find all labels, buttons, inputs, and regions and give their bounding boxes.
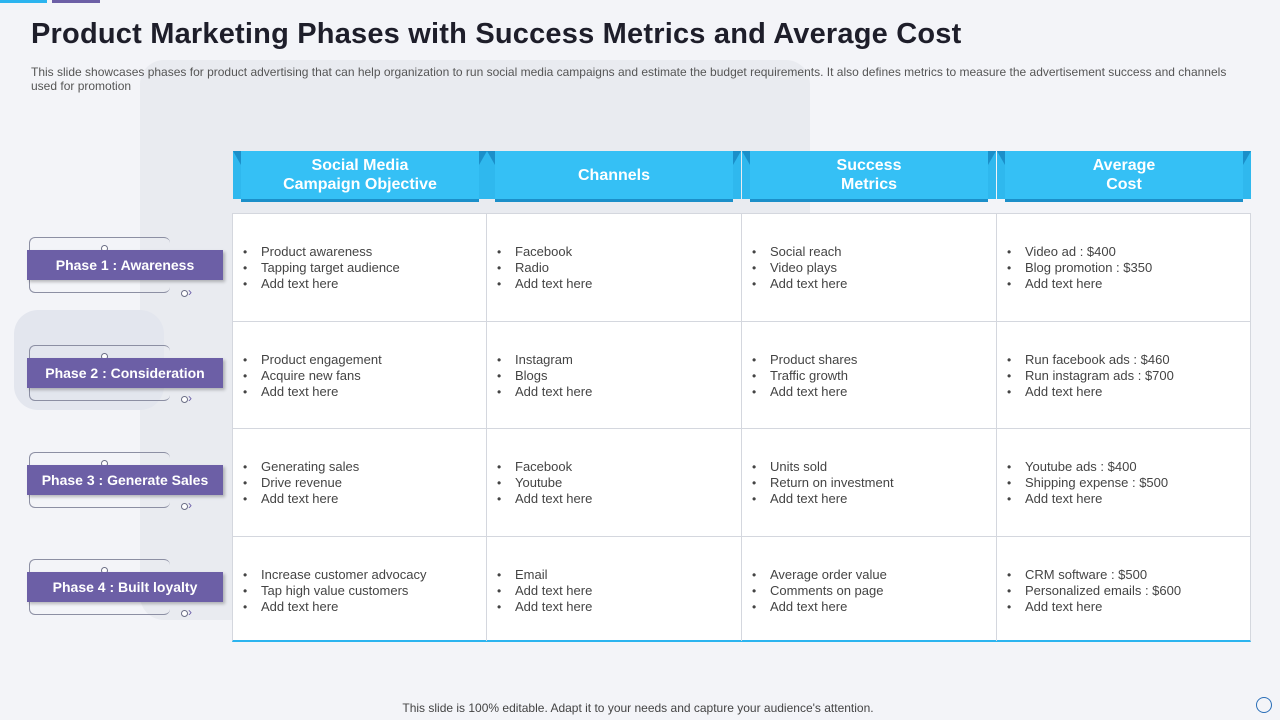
- list-item[interactable]: Add text here: [1005, 276, 1250, 292]
- phase-dot-icon: [181, 290, 188, 297]
- table-cell: Product awarenessTapping target audience…: [233, 214, 487, 322]
- phase-4-marker: › Phase 4 : Built loyalty: [27, 559, 223, 629]
- list-item[interactable]: Add text here: [495, 276, 741, 292]
- list-item: Average order value: [750, 567, 996, 583]
- column-header-success-metrics: Success Metrics: [742, 151, 996, 200]
- phase-label: Phase 2 : Consideration: [27, 358, 223, 388]
- list-item: Blog promotion : $350: [1005, 260, 1250, 276]
- list-item: Blogs: [495, 368, 741, 384]
- list-item: Return on investment: [750, 475, 996, 491]
- table-cell: Units soldReturn on investmentAdd text h…: [742, 429, 997, 537]
- phase-1-marker: › Phase 1 : Awareness: [27, 237, 223, 307]
- list-item[interactable]: Add text here: [1005, 491, 1250, 507]
- list-item: Video ad : $400: [1005, 244, 1250, 260]
- table-cell: Average order valueComments on pageAdd t…: [742, 537, 997, 641]
- list-item: Facebook: [495, 459, 741, 475]
- table-cell: Product engagementAcquire new fansAdd te…: [233, 322, 487, 429]
- list-item[interactable]: Add text here: [750, 491, 996, 507]
- table-cell: Video ad : $400Blog promotion : $350Add …: [997, 214, 1250, 322]
- table-cell: FacebookRadioAdd text here: [487, 214, 742, 322]
- phase-label: Phase 3 : Generate Sales: [27, 465, 223, 495]
- table-cell: Increase customer advocacyTap high value…: [233, 537, 487, 641]
- list-item[interactable]: Add text here: [1005, 599, 1250, 615]
- list-item: Youtube: [495, 475, 741, 491]
- table-cell: CRM software : $500Personalized emails :…: [997, 537, 1250, 641]
- phase-label: Phase 1 : Awareness: [27, 250, 223, 280]
- phase-2-marker: › Phase 2 : Consideration: [27, 345, 223, 415]
- chevron-right-icon: ›: [188, 605, 192, 619]
- list-item[interactable]: Add text here: [495, 491, 741, 507]
- table-cell: Run facebook ads : $460Run instagram ads…: [997, 322, 1250, 429]
- column-header-label: Social Media Campaign Objective: [283, 157, 437, 193]
- phases-table: Product awarenessTapping target audience…: [232, 213, 1251, 642]
- list-item[interactable]: Add text here: [495, 384, 741, 400]
- list-item: Product awareness: [241, 244, 486, 260]
- phase-dot-icon: [181, 503, 188, 510]
- phase-3-marker: › Phase 3 : Generate Sales: [27, 452, 223, 522]
- list-item: Radio: [495, 260, 741, 276]
- table-cell: Social reachVideo playsAdd text here: [742, 214, 997, 322]
- table-cell: Product sharesTraffic growthAdd text her…: [742, 322, 997, 429]
- list-item: Traffic growth: [750, 368, 996, 384]
- chevron-right-icon: ›: [188, 285, 192, 299]
- list-item[interactable]: Add text here: [241, 384, 486, 400]
- list-item: Product shares: [750, 352, 996, 368]
- list-item: Run facebook ads : $460: [1005, 352, 1250, 368]
- list-item[interactable]: Add text here: [1005, 384, 1250, 400]
- list-item[interactable]: Add text here: [750, 384, 996, 400]
- list-item: Facebook: [495, 244, 741, 260]
- table-cell: Youtube ads : $400Shipping expense : $50…: [997, 429, 1250, 537]
- page-title: Product Marketing Phases with Success Me…: [31, 18, 962, 50]
- list-item: Tap high value customers: [241, 583, 486, 599]
- list-item: Personalized emails : $600: [1005, 583, 1250, 599]
- list-item[interactable]: Add text here: [750, 599, 996, 615]
- list-item: Video plays: [750, 260, 996, 276]
- list-item: Generating sales: [241, 459, 486, 475]
- column-header-label: Channels: [577, 166, 650, 184]
- column-header-average-cost: Average Cost: [997, 151, 1251, 200]
- list-item: Tapping target audience: [241, 260, 486, 276]
- table-cell: Generating salesDrive revenueAdd text he…: [233, 429, 487, 537]
- list-item: Comments on page: [750, 583, 996, 599]
- table-cell: FacebookYoutubeAdd text here: [487, 429, 742, 537]
- list-item: Acquire new fans: [241, 368, 486, 384]
- list-item: Shipping expense : $500: [1005, 475, 1250, 491]
- list-item: Product engagement: [241, 352, 486, 368]
- page-subtitle: This slide showcases phases for product …: [31, 65, 1227, 93]
- list-item: Run instagram ads : $700: [1005, 368, 1250, 384]
- circle-icon: [1256, 697, 1272, 713]
- list-item: Units sold: [750, 459, 996, 475]
- list-item[interactable]: Add text here: [495, 583, 741, 599]
- chevron-right-icon: ›: [188, 391, 192, 405]
- column-header-label: Average Cost: [1092, 157, 1156, 193]
- table-cell: EmailAdd text hereAdd text here: [487, 537, 742, 641]
- phase-dot-icon: [181, 610, 188, 617]
- list-item: CRM software : $500: [1005, 567, 1250, 583]
- list-item: Youtube ads : $400: [1005, 459, 1250, 475]
- phase-label: Phase 4 : Built loyalty: [27, 572, 223, 602]
- list-item[interactable]: Add text here: [495, 599, 741, 615]
- list-item: Social reach: [750, 244, 996, 260]
- chevron-right-icon: ›: [188, 498, 192, 512]
- column-header-label: Success Metrics: [836, 157, 902, 193]
- list-item[interactable]: Add text here: [750, 276, 996, 292]
- list-item[interactable]: Add text here: [241, 599, 486, 615]
- list-item: Instagram: [495, 352, 741, 368]
- list-item[interactable]: Add text here: [241, 276, 486, 292]
- list-item[interactable]: Add text here: [241, 491, 486, 507]
- list-item: Increase customer advocacy: [241, 567, 486, 583]
- list-item: Drive revenue: [241, 475, 486, 491]
- phase-dot-icon: [181, 396, 188, 403]
- column-header-objective: Social Media Campaign Objective: [233, 151, 487, 200]
- table-cell: InstagramBlogsAdd text here: [487, 322, 742, 429]
- list-item: Email: [495, 567, 741, 583]
- column-header-channels: Channels: [487, 151, 741, 200]
- footer-note: This slide is 100% editable. Adapt it to…: [402, 701, 874, 715]
